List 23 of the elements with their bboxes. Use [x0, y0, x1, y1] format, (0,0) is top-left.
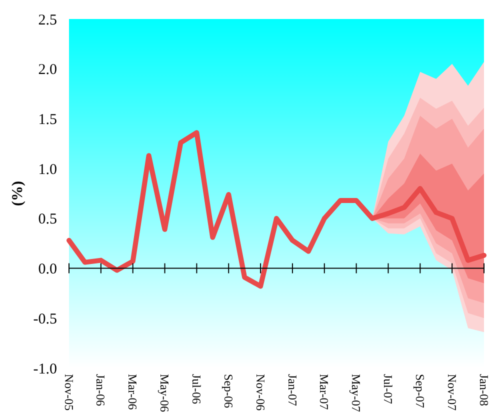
x-tick-label: May-06 — [158, 374, 172, 412]
x-tick-label: Sep-07 — [412, 374, 427, 408]
x-tick-label: Mar-06 — [126, 374, 140, 410]
x-tick-label: Jan-07 — [285, 374, 300, 406]
y-tick-label: 1.0 — [38, 162, 57, 178]
x-tick-label: Mar-07 — [317, 374, 332, 410]
x-tick-label: Sep-06 — [221, 374, 236, 408]
y-tick-label: 2.5 — [38, 12, 57, 28]
x-tick-label: Nov-06 — [253, 374, 268, 411]
x-tick-label: Jul-06 — [189, 374, 204, 404]
y-axis-title: (%) — [10, 181, 26, 206]
x-tick-label: May-07 — [349, 374, 364, 412]
y-tick-label: 2.0 — [38, 62, 57, 78]
x-tick-label: Jan-06 — [94, 374, 108, 406]
y-tick-label: 0.5 — [38, 212, 57, 228]
y-tick-label: 1.5 — [38, 112, 57, 128]
x-tick-label: Nov-05 — [62, 374, 76, 411]
x-tick-label: Nov-07 — [444, 374, 459, 411]
y-tick-label: 0.0 — [38, 262, 57, 278]
x-tick-label: Jul-07 — [381, 374, 396, 404]
x-tick-label: Jan-08 — [476, 374, 491, 406]
y-tick-label: -1.0 — [33, 361, 57, 378]
y-tick-label: -0.5 — [33, 311, 57, 328]
